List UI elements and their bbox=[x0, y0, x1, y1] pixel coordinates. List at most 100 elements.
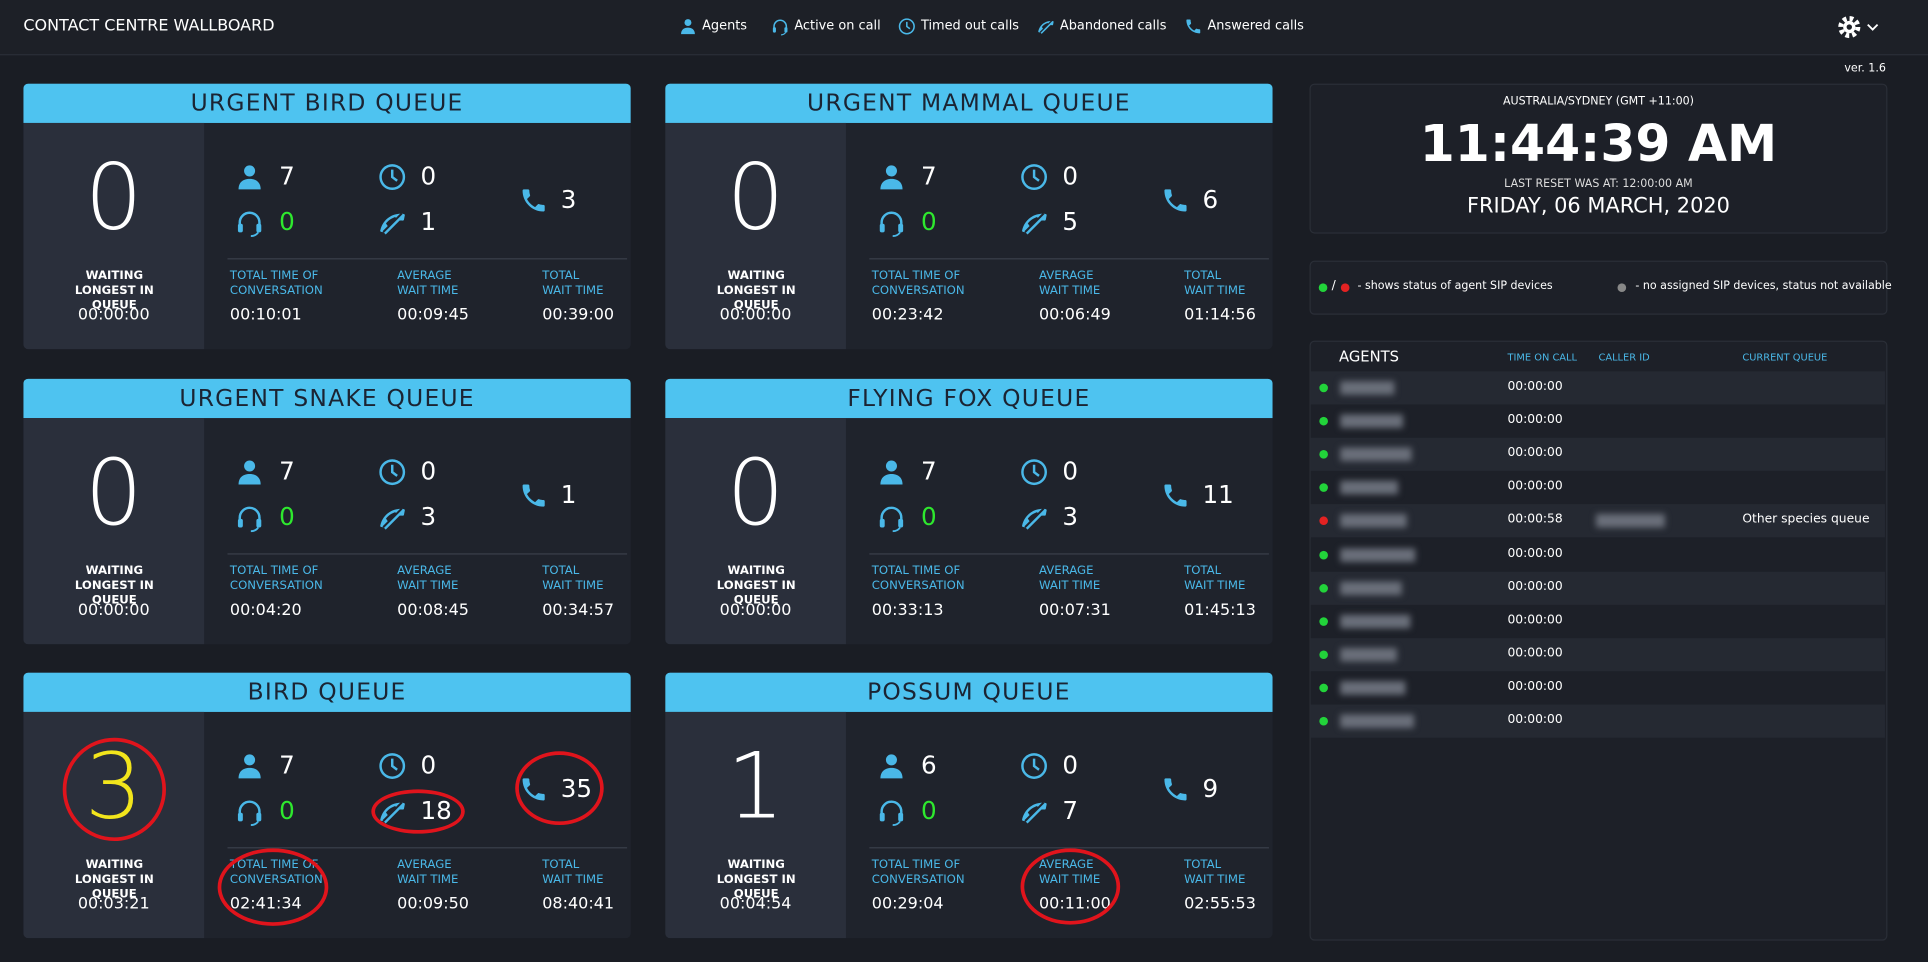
agent-row bbox=[1310, 671, 1885, 705]
nav-icon bbox=[772, 19, 788, 36]
status-dot bbox=[1319, 683, 1328, 693]
person-icon bbox=[238, 165, 261, 190]
annotation-circle bbox=[371, 789, 465, 834]
header bbox=[0, 0, 1928, 56]
clock-icon bbox=[379, 164, 406, 190]
time-on-call: 00:00:00 bbox=[1507, 413, 1563, 427]
waiting-time: 00:04:54 bbox=[719, 895, 792, 914]
column-header: TIME ON CALL bbox=[1507, 351, 1578, 363]
nav-item[interactable]: Agents bbox=[702, 18, 748, 34]
annotation-circle bbox=[515, 751, 604, 826]
nav-item[interactable]: Answered calls bbox=[1207, 18, 1304, 34]
active-count: 0 bbox=[920, 501, 937, 532]
answered-count: 1 bbox=[560, 479, 577, 510]
nav-item[interactable]: Timed out calls bbox=[920, 18, 1020, 34]
waiting-label: WAITING LONGEST IN QUEUE bbox=[716, 269, 796, 313]
active-count: 0 bbox=[920, 206, 937, 237]
status-dot bbox=[1319, 550, 1328, 559]
status-dot bbox=[1319, 450, 1328, 459]
person-icon bbox=[880, 754, 903, 779]
agent-name-blurred bbox=[1340, 514, 1407, 528]
time-on-call: 00:00:00 bbox=[1507, 713, 1563, 727]
waiting-time: 00:00:00 bbox=[719, 306, 792, 325]
agents-count: 7 bbox=[920, 456, 937, 486]
version: ver. 1.6 bbox=[1844, 62, 1886, 76]
stat-label: AVERAGE WAIT TIME bbox=[1039, 269, 1101, 298]
timed-out-count: 0 bbox=[420, 456, 437, 486]
agents-count: 7 bbox=[920, 161, 937, 191]
headset-icon bbox=[879, 800, 904, 826]
stat-value: 00:06:49 bbox=[1039, 306, 1111, 325]
status-dot bbox=[1319, 383, 1328, 393]
status-dot bbox=[1319, 583, 1328, 593]
divider bbox=[869, 553, 1269, 555]
waiting-count: 1 bbox=[726, 734, 785, 840]
abandoned-count: 1 bbox=[420, 206, 437, 237]
divider bbox=[869, 847, 1269, 849]
clock-time: 11:44:39 AM bbox=[1419, 114, 1778, 174]
headset-icon bbox=[237, 506, 262, 533]
stat-label: AVERAGE WAIT TIME bbox=[397, 269, 459, 298]
waiting-time: 00:00:00 bbox=[77, 306, 150, 325]
status-dot bbox=[1319, 416, 1328, 426]
agent-row bbox=[1310, 471, 1885, 505]
legend-unavailable: - no assigned SIP devices, status not av… bbox=[1635, 280, 1892, 293]
hangup-icon bbox=[1022, 212, 1047, 235]
status-dot bbox=[1319, 716, 1328, 726]
time-on-call: 00:00:00 bbox=[1507, 613, 1563, 627]
caller-id-blurred bbox=[1596, 514, 1665, 528]
answered-count: 3 bbox=[560, 184, 577, 214]
timed-out-count: 0 bbox=[1062, 161, 1079, 191]
clock-icon bbox=[1021, 753, 1047, 779]
time-on-call: 00:00:00 bbox=[1507, 679, 1563, 694]
person-icon bbox=[880, 165, 903, 190]
hangup-icon bbox=[1022, 507, 1047, 530]
waiting-count: 0 bbox=[84, 440, 143, 546]
nav-item[interactable]: Active on call bbox=[794, 18, 881, 34]
timed-out-count: 0 bbox=[420, 161, 437, 191]
settings-button[interactable] bbox=[1836, 14, 1880, 41]
nav-item[interactable]: Abandoned calls bbox=[1059, 18, 1167, 34]
column-header: CALLER ID bbox=[1598, 351, 1650, 363]
stat-label: TOTAL TIME OF CONVERSATION bbox=[871, 269, 965, 298]
stat-value: 00:23:42 bbox=[871, 306, 944, 325]
app-title: CONTACT CENTRE WALLBOARD bbox=[23, 17, 275, 36]
active-count: 0 bbox=[279, 795, 295, 826]
abandoned-count: 3 bbox=[420, 501, 437, 532]
divider bbox=[227, 553, 628, 555]
agents-title: AGENTS bbox=[1339, 347, 1400, 366]
stat-value: 00:08:45 bbox=[397, 601, 469, 620]
queue-card: URGENT BIRD QUEUE 0 WAITING LONGEST IN QUE… bbox=[23, 83, 631, 350]
active-count: 0 bbox=[920, 795, 937, 826]
headset-icon bbox=[237, 211, 262, 238]
column-header: CURRENT QUEUE bbox=[1742, 351, 1828, 363]
agent-name-blurred bbox=[1340, 381, 1395, 395]
stat-label: TOTAL TIME OF CONVERSATION bbox=[871, 564, 965, 593]
waiting-panel bbox=[23, 418, 205, 645]
phone-icon bbox=[522, 484, 545, 507]
last-reset: LAST RESET WAS AT: 12:00:00 AM bbox=[1504, 178, 1693, 191]
person-icon bbox=[238, 754, 261, 779]
headset-icon bbox=[237, 800, 262, 826]
timed-out-count: 0 bbox=[1062, 456, 1079, 486]
waiting-label: WAITING LONGEST IN QUEUE bbox=[716, 564, 796, 608]
clock-panel bbox=[1309, 83, 1888, 234]
timezone: AUSTRALIA/SYDNEY (GMT +11:00) bbox=[1502, 95, 1694, 109]
queue-card: FLYING FOX QUEUE 0 WAITING LONGEST IN QUEU… bbox=[665, 378, 1273, 645]
agent-name-blurred bbox=[1340, 647, 1397, 662]
legend-panel bbox=[1309, 260, 1888, 315]
stat-label: TOTAL WAIT TIME bbox=[542, 269, 604, 298]
time-on-call: 00:00:00 bbox=[1507, 479, 1563, 494]
active-count: 0 bbox=[279, 501, 295, 532]
time-on-call: 00:00:00 bbox=[1507, 579, 1563, 594]
stat-label: TOTAL WAIT TIME bbox=[542, 564, 604, 593]
stat-value: 00:33:13 bbox=[871, 601, 944, 620]
person-icon bbox=[880, 460, 903, 485]
phone-icon bbox=[522, 189, 545, 212]
waiting-time: 00:00:00 bbox=[719, 601, 792, 620]
current-queue: Other species queue bbox=[1742, 513, 1870, 527]
waiting-panel bbox=[665, 711, 846, 939]
headset-icon bbox=[879, 211, 904, 238]
agent-row bbox=[1310, 571, 1885, 605]
